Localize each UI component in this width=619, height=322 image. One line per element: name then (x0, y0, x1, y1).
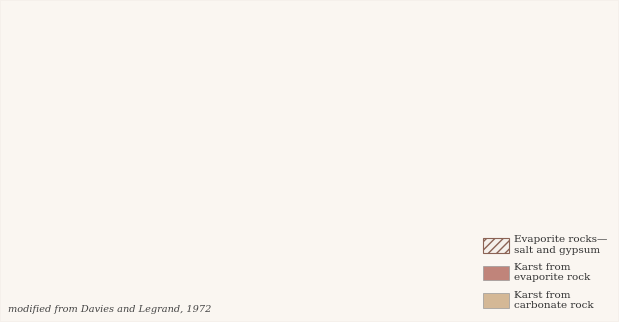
Legend: Evaporite rocks—
salt and gypsum, Karst from
evaporite rock, Karst from
carbonat: Evaporite rocks— salt and gypsum, Karst … (477, 230, 612, 316)
Text: modified from Davies and Legrand, 1972: modified from Davies and Legrand, 1972 (7, 305, 211, 314)
